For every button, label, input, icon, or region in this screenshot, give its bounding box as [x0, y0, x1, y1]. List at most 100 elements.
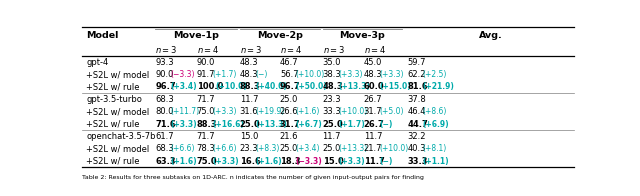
Text: 48.3: 48.3 — [240, 70, 259, 79]
Text: $n=4$: $n=4$ — [364, 44, 386, 55]
Text: gpt-4: gpt-4 — [86, 58, 109, 67]
Text: 71.6: 71.6 — [156, 120, 176, 129]
Text: 71.7: 71.7 — [196, 95, 215, 104]
Text: $n=3$: $n=3$ — [240, 44, 262, 55]
Text: 68.3: 68.3 — [156, 144, 174, 153]
Text: 11.7: 11.7 — [364, 132, 382, 141]
Text: 78.3: 78.3 — [196, 144, 215, 153]
Text: (+3.3): (+3.3) — [338, 70, 362, 79]
Text: (+3.3): (+3.3) — [212, 157, 239, 166]
Text: Avg.: Avg. — [479, 31, 502, 40]
Text: Move-3p: Move-3p — [340, 31, 385, 40]
Text: 32.2: 32.2 — [408, 132, 426, 141]
Text: 15.0: 15.0 — [323, 157, 343, 166]
Text: (+50.0): (+50.0) — [296, 82, 327, 91]
Text: gpt-3.5-turbo: gpt-3.5-turbo — [86, 95, 142, 104]
Text: 33.3: 33.3 — [408, 157, 428, 166]
Text: 35.0: 35.0 — [323, 58, 341, 67]
Text: 25.0: 25.0 — [280, 144, 298, 153]
Text: (+1.6): (+1.6) — [171, 157, 198, 166]
Text: Model: Model — [86, 31, 119, 40]
Text: +S2L w/ model: +S2L w/ model — [86, 144, 150, 153]
Text: (−): (−) — [379, 157, 392, 166]
Text: (+1.1): (+1.1) — [423, 157, 449, 166]
Text: 21.7: 21.7 — [364, 144, 382, 153]
Text: (+11.7): (+11.7) — [171, 107, 200, 116]
Text: (+3.3): (+3.3) — [171, 120, 198, 129]
Text: Move-2p: Move-2p — [257, 31, 303, 40]
Text: Table 2: Results for three subtasks on 1D-ARC. n indicates the number of given i: Table 2: Results for three subtasks on 1… — [83, 175, 424, 180]
Text: 25.0: 25.0 — [323, 144, 341, 153]
Text: 46.4: 46.4 — [408, 107, 426, 116]
Text: (+19.9): (+19.9) — [255, 107, 284, 116]
Text: 25.0: 25.0 — [323, 120, 343, 129]
Text: 93.3: 93.3 — [156, 58, 174, 67]
Text: (+16.6): (+16.6) — [212, 120, 244, 129]
Text: (+1.6): (+1.6) — [296, 107, 320, 116]
Text: (+6.6): (+6.6) — [212, 144, 237, 153]
Text: 46.7: 46.7 — [280, 58, 298, 67]
Text: 59.7: 59.7 — [408, 58, 426, 67]
Text: 23.3: 23.3 — [240, 144, 259, 153]
Text: 48.3: 48.3 — [364, 70, 382, 79]
Text: 11.7: 11.7 — [323, 132, 341, 141]
Text: 61.7: 61.7 — [156, 132, 174, 141]
Text: (+15.0): (+15.0) — [379, 82, 411, 91]
Text: +S2L w/ rule: +S2L w/ rule — [86, 120, 140, 129]
Text: (+8.3): (+8.3) — [255, 144, 280, 153]
Text: 11.7: 11.7 — [240, 95, 258, 104]
Text: (+1.7): (+1.7) — [212, 70, 236, 79]
Text: (+8.1): (+8.1) — [423, 144, 447, 153]
Text: (+3.3): (+3.3) — [338, 157, 365, 166]
Text: (+2.5): (+2.5) — [423, 70, 447, 79]
Text: (+5.0): (+5.0) — [379, 107, 404, 116]
Text: (+3.4): (+3.4) — [171, 82, 198, 91]
Text: (+10.0): (+10.0) — [379, 144, 408, 153]
Text: 88.3: 88.3 — [196, 120, 217, 129]
Text: 31.7: 31.7 — [280, 120, 301, 129]
Text: 38.3: 38.3 — [323, 70, 341, 79]
Text: +S2L w/ model: +S2L w/ model — [86, 107, 150, 116]
Text: (+8.6): (+8.6) — [423, 107, 447, 116]
Text: Move-1p: Move-1p — [173, 31, 220, 40]
Text: 48.3: 48.3 — [240, 58, 259, 67]
Text: (+10.0): (+10.0) — [216, 82, 247, 91]
Text: 25.0: 25.0 — [280, 95, 298, 104]
Text: +S2L w/ rule: +S2L w/ rule — [86, 157, 140, 166]
Text: 88.3: 88.3 — [240, 82, 260, 91]
Text: 26.6: 26.6 — [280, 107, 298, 116]
Text: (−3.3): (−3.3) — [171, 70, 195, 79]
Text: (+6.9): (+6.9) — [423, 120, 449, 129]
Text: 26.7: 26.7 — [364, 120, 385, 129]
Text: 71.7: 71.7 — [196, 132, 215, 141]
Text: 91.7: 91.7 — [196, 70, 215, 79]
Text: +S2L w/ model: +S2L w/ model — [86, 70, 150, 79]
Text: (+3.3): (+3.3) — [212, 107, 237, 116]
Text: (+3.4): (+3.4) — [296, 144, 320, 153]
Text: 16.6: 16.6 — [240, 157, 260, 166]
Text: 31.6: 31.6 — [240, 107, 259, 116]
Text: 68.3: 68.3 — [156, 95, 174, 104]
Text: 37.8: 37.8 — [408, 95, 426, 104]
Text: 60.0: 60.0 — [364, 82, 385, 91]
Text: +S2L w/ rule: +S2L w/ rule — [86, 82, 140, 91]
Text: 40.3: 40.3 — [408, 144, 426, 153]
Text: 18.3: 18.3 — [280, 157, 301, 166]
Text: 44.7: 44.7 — [408, 120, 428, 129]
Text: 56.7: 56.7 — [280, 70, 298, 79]
Text: 90.0: 90.0 — [156, 70, 174, 79]
Text: (+3.3): (+3.3) — [379, 70, 404, 79]
Text: (+21.9): (+21.9) — [423, 82, 454, 91]
Text: 80.0: 80.0 — [156, 107, 174, 116]
Text: 96.7: 96.7 — [156, 82, 176, 91]
Text: (+13.3): (+13.3) — [338, 82, 370, 91]
Text: 31.7: 31.7 — [364, 107, 382, 116]
Text: (−): (−) — [379, 120, 392, 129]
Text: (+40.0): (+40.0) — [255, 82, 287, 91]
Text: (+13.3): (+13.3) — [255, 120, 287, 129]
Text: 75.0: 75.0 — [196, 107, 215, 116]
Text: 26.7: 26.7 — [364, 95, 382, 104]
Text: 96.7: 96.7 — [280, 82, 301, 91]
Text: $n=4$: $n=4$ — [196, 44, 219, 55]
Text: openchat-3.5-7b: openchat-3.5-7b — [86, 132, 156, 141]
